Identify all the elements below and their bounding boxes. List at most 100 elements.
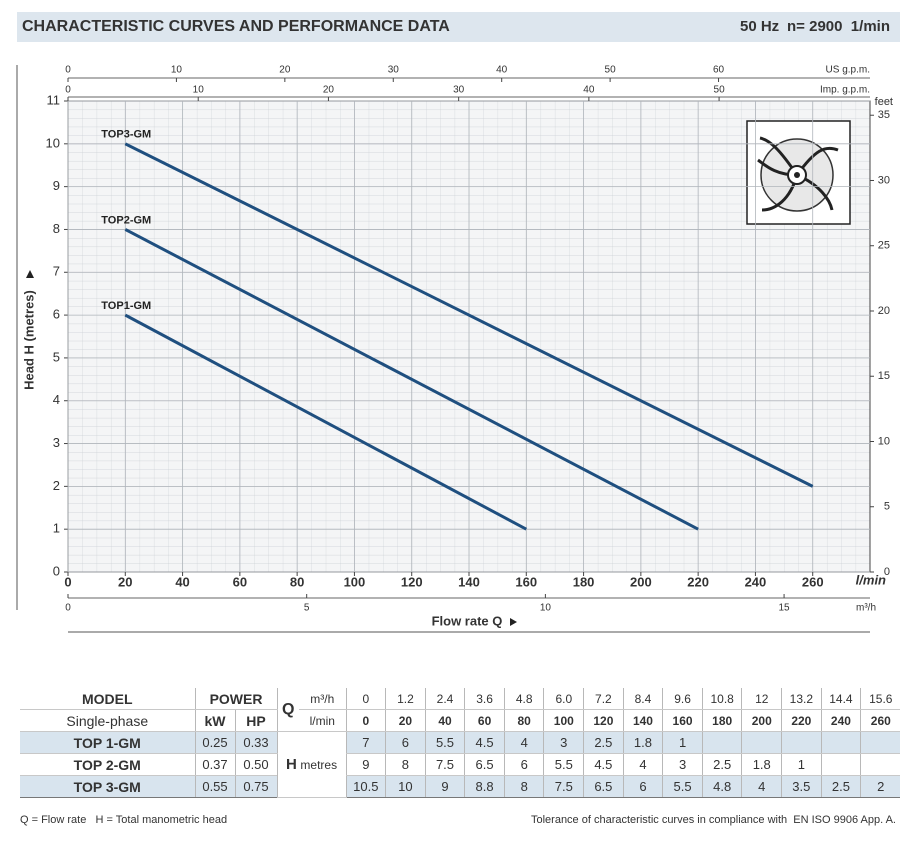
curve [124,228,699,531]
y-tick-label: 1 [53,521,60,536]
y-tick-label: 6 [53,307,60,322]
y-axis-title-group: Head H (metres) [21,290,36,390]
top-axis-tick-label: 20 [279,65,291,76]
x-tick-label: 180 [573,574,595,589]
head-value: 2.5 [701,753,742,776]
tolerance-note: Tolerance of characteristic curves in co… [530,814,896,826]
head-value: 2.5 [820,775,861,798]
flow-lmin: 160 [662,709,703,732]
x-unit-label: l/min [856,572,886,587]
y-tick-label: 10 [46,135,60,150]
flow-m3h: 14.4 [820,688,861,710]
power-hp: 0.33 [234,731,278,754]
q-note: Q = Flow rate [20,814,87,826]
top-axis-title: Imp. g.p.m. [820,85,870,96]
head-value: 9 [424,775,465,798]
x-tick-label: 60 [233,574,247,589]
power-header: POWER [194,688,278,710]
model-name: TOP 1-GM [20,731,195,754]
model-header: MODEL [20,688,195,710]
q-header: Q [276,688,300,732]
flow-lmin: 0 [345,709,386,732]
x-tick-label: 100 [344,574,366,589]
flow-lmin: 260 [860,709,901,732]
y-axis-title: Head H (metres) [21,290,36,390]
head-value: 10.5 [345,775,386,798]
y-tick-label: 2 [53,478,60,493]
head-value: 3 [662,753,703,776]
flow-lmin: 240 [820,709,861,732]
curve [124,313,527,531]
m3h-tick-label: 5 [304,603,310,614]
power-hp: 0.50 [234,753,278,776]
m3h-axis-title: m³/h [856,603,876,614]
head-value: 6 [385,731,426,754]
head-value: 7.5 [543,775,584,798]
flow-lmin: 40 [424,709,465,732]
x-tick-label: 200 [630,574,652,589]
curve-label: TOP3-GM [101,129,151,141]
curve [124,142,814,488]
y-tick-label: 8 [53,221,60,236]
y2-tick-label: 0 [884,566,890,578]
head-value: 7 [345,731,386,754]
table-header-row: Single-phase kW HP l/min 0 20 40 60 80 100 120 140 1… [20,709,901,732]
curve-label: TOP2-GM [101,214,151,226]
head-value: 8 [503,775,544,798]
top-axis-tick-label: 0 [65,85,71,96]
top-axis-tick-label: 20 [323,85,335,96]
y-tick-label: 7 [53,264,60,279]
y2-tick-label: 15 [878,370,890,382]
top-axis-tick-label: 30 [453,85,465,96]
flow-m3h: 0 [345,688,386,710]
flow-m3h: 8.4 [622,688,663,710]
head-value: 8 [385,753,426,776]
head-value: 3.5 [781,775,822,798]
power-hp: 0.75 [234,775,278,798]
y2-tick-label: 30 [878,174,890,186]
y-axis-arrow [26,270,34,278]
x-tick-label: 140 [458,574,480,589]
flow-lmin: 80 [503,709,544,732]
m3h-tick-label: 0 [65,603,71,614]
empty-cell [860,753,901,776]
y2-tick-label: 35 [878,109,890,121]
h-label-cell: H metres [276,731,347,798]
curve-label: TOP1-GM [101,300,151,312]
flow-m3h: 10.8 [701,688,742,710]
head-value: 4 [741,775,782,798]
head-value: 5.5 [543,753,584,776]
x-tick-label: 20 [118,574,132,589]
y-tick-label: 0 [53,563,60,578]
top-axis-tick-label: 50 [714,85,726,96]
m3h-tick-label: 10 [540,603,552,614]
head-value: 8.8 [464,775,505,798]
flow-m3h: 12 [741,688,782,710]
top-axis-tick-label: 30 [388,65,400,76]
head-value: 7.5 [424,753,465,776]
head-value: 5.5 [424,731,465,754]
power-kw: 0.25 [194,731,235,754]
top-axis-tick-label: 40 [583,85,595,96]
q-unit: m³/h [299,688,347,710]
head-value: 3 [543,731,584,754]
x-tick-label: 240 [745,574,767,589]
head-value: 4 [503,731,544,754]
y-tick-label: 3 [53,435,60,450]
flow-lmin: 200 [741,709,782,732]
empty-cell [741,731,782,754]
head-value: 1 [662,731,703,754]
top-axis-tick-label: 60 [713,65,725,76]
y-tick-label: 11 [47,92,61,107]
q-unit: l/min [299,709,347,732]
table-row: TOP 2-GM 0.37 0.50 9 8 7.5 6.5 6 5.5 4.5 4 3 2.5 1.8 1 [20,753,901,776]
top-axis-tick-label: 10 [193,85,205,96]
flow-m3h: 4.8 [503,688,544,710]
flow-m3h: 3.6 [464,688,505,710]
model-name: TOP 2-GM [20,753,195,776]
h-unit: metres [300,758,338,772]
x-tick-label: 80 [290,574,304,589]
head-value: 9 [345,753,386,776]
